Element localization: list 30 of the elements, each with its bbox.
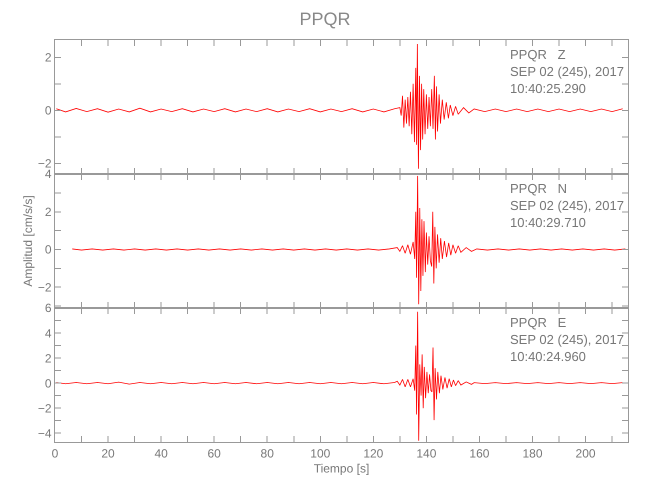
x-tick-label: 160 <box>469 446 490 460</box>
annotation: PPQR Z SEP 02 (245), 2017 10:40:25.290 <box>510 47 624 96</box>
x-tick-label: 200 <box>576 446 596 460</box>
y-tick-label: 0 <box>44 376 52 390</box>
chart-title: PPQR <box>299 9 351 30</box>
x-tick-label: 60 <box>207 446 222 460</box>
x-tick-label: 40 <box>154 446 168 460</box>
y-tick-label: 2 <box>44 351 52 366</box>
line-series <box>56 44 624 170</box>
y-tick-label: 0 <box>44 242 52 257</box>
x-tick-label: 180 <box>522 446 543 460</box>
y-tick-label: 4 <box>44 326 52 340</box>
x-tick-label: 100 <box>310 446 331 460</box>
line-series <box>56 311 624 442</box>
y-tick-label: 2 <box>44 204 52 219</box>
line-series <box>72 175 626 305</box>
annotation: PPQR N SEP 02 (245), 2017 10:40:29.710 <box>510 181 624 230</box>
x-tick-label: 140 <box>416 446 437 460</box>
x-tick-label: 20 <box>101 446 116 460</box>
y-tick-label: −4 <box>38 426 52 440</box>
x-tick-label: 80 <box>260 446 274 460</box>
y-axis-title: Amplitud [cm/s/s] <box>21 195 36 287</box>
y-tick-label: −2 <box>38 280 52 294</box>
y-tick-label: −2 <box>38 401 52 416</box>
y-tick-label: 6 <box>44 301 52 316</box>
annotation: PPQR E SEP 02 (245), 2017 10:40:24.960 <box>510 315 624 364</box>
y-tick-label: 2 <box>44 50 52 64</box>
x-tick-label: 120 <box>363 446 384 460</box>
y-tick-label: 0 <box>44 104 52 118</box>
x-axis-title: Tiempo [s] <box>314 461 370 476</box>
